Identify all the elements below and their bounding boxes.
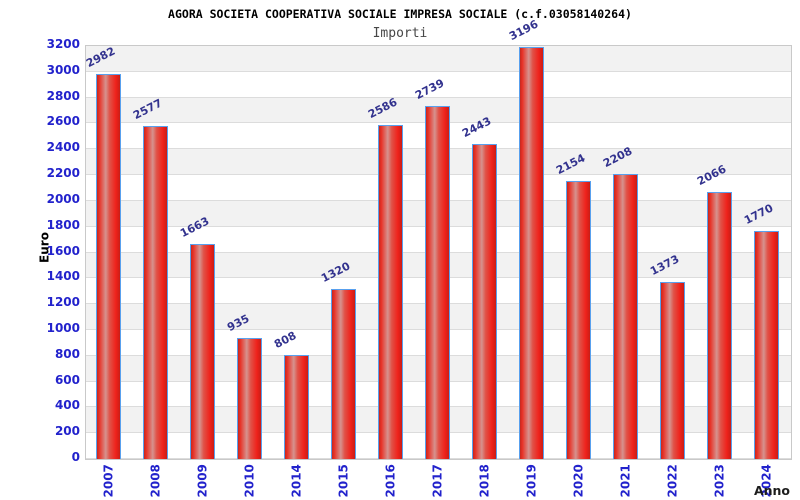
y-tick-label: 2800 [46, 88, 80, 103]
chart-subtitle: Importi [372, 26, 428, 41]
y-tick-label: 1600 [46, 243, 80, 258]
x-tick-label: 2022 [665, 464, 679, 498]
x-tick-label: 2009 [195, 464, 209, 498]
x-tick-label: 2015 [336, 464, 350, 498]
x-tick-label: 2021 [618, 464, 632, 498]
bar-2022 [660, 281, 685, 459]
x-tick-label: 2007 [101, 464, 115, 498]
bar-2017 [425, 105, 450, 459]
bar-2024 [754, 230, 779, 459]
bar-2018 [472, 143, 497, 459]
grid-band [86, 46, 791, 72]
x-tick-label: 2008 [148, 464, 162, 498]
y-tick-label: 1200 [46, 295, 80, 310]
bar-2014 [284, 354, 309, 459]
y-tick-label: 800 [54, 346, 80, 361]
y-tick-label: 2000 [46, 191, 80, 206]
x-tick-label: 2016 [383, 464, 397, 498]
bar-2010 [237, 338, 262, 459]
chart-title: AGORA SOCIETA COOPERATIVA SOCIALE IMPRES… [168, 7, 632, 21]
y-tick-label: 1000 [46, 320, 80, 335]
grid-band [86, 71, 791, 98]
x-tick-label: 2023 [712, 464, 726, 498]
bar-2007 [96, 74, 121, 459]
bar-2015 [331, 288, 356, 459]
y-tick-label: 3000 [46, 62, 80, 77]
x-tick-label: 2017 [430, 464, 444, 498]
bar-2008 [143, 126, 168, 459]
bar-2019 [519, 46, 544, 459]
y-tick-label: 3200 [46, 37, 80, 51]
y-tick-label: 600 [54, 372, 80, 387]
y-tick-label: 200 [54, 424, 80, 439]
bar-2009 [190, 244, 215, 459]
x-tick-label: 2018 [477, 464, 491, 498]
y-tick-label: 400 [54, 398, 80, 413]
bar-2023 [707, 192, 732, 459]
x-tick-label: 2020 [571, 464, 585, 498]
y-tick-label: 0 [71, 450, 80, 464]
y-tick-label: 2600 [46, 114, 80, 129]
x-axis-label: Anno [753, 483, 790, 498]
y-tick-label: 1800 [46, 217, 80, 232]
bar-2021 [613, 174, 638, 459]
plot-area: 2982 2577 1663 935 808 1320 2586 2739 2443 3196 21… [84, 17, 792, 460]
bar-2020 [566, 181, 591, 459]
y-axis-label: Euro [37, 232, 52, 263]
bar-2016 [378, 125, 403, 459]
y-tick-label: 2200 [46, 166, 80, 181]
y-tick-label: 2400 [46, 140, 80, 155]
x-tick-label: 2014 [289, 464, 303, 498]
x-tick-label: 2019 [524, 464, 538, 498]
x-tick-label: 2010 [242, 464, 256, 498]
y-tick-label: 1400 [46, 269, 80, 284]
